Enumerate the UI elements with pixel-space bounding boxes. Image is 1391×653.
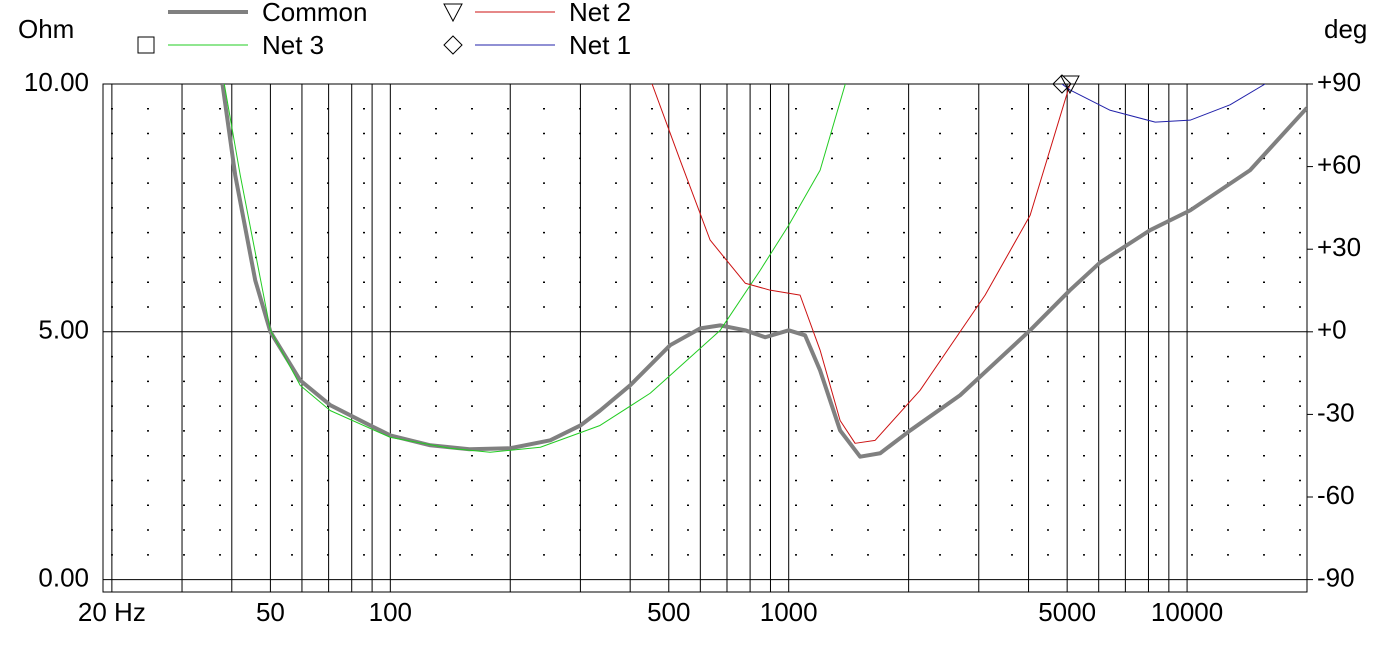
marker [1052,74,1072,94]
x-tick-label: 100 [369,597,412,627]
y2-tick-label: +30 [1317,232,1361,262]
legend-marker [443,35,463,55]
y2-tick-label: -60 [1317,480,1355,510]
x-tick-label: 5000 [1038,597,1096,627]
y2-tick-label: +60 [1317,149,1361,179]
x-tick-label: 1000 [760,597,818,627]
y2-tick-label: -30 [1317,397,1355,427]
marker [1060,75,1080,95]
series-line [220,84,1307,459]
y2-tick-label: +0 [1317,315,1347,345]
legend-marker [137,36,155,54]
y2-axis-label: deg [1324,14,1367,44]
y2-tick-label: -90 [1317,562,1355,592]
legend-label: Net 1 [569,30,631,60]
series-line [651,84,1071,444]
x-tick-label: 50 [256,597,285,627]
x-tick-label: 500 [647,597,690,627]
legend-label: Common [262,0,367,27]
legend-label: Net 2 [569,0,631,27]
y-axis-label: Ohm [18,14,74,44]
series-line [223,84,846,453]
y-tick-label: 10.00 [24,67,89,97]
y2-tick-label: +90 [1317,67,1361,97]
y-tick-label: 5.00 [38,315,89,345]
y-tick-label: 0.00 [38,562,89,592]
legend-marker [443,3,463,23]
plot-frame [102,83,1308,593]
x-tick-label: 10000 [1151,597,1223,627]
x-tick-label: 20 Hz [78,597,146,627]
plot-area [220,84,1307,459]
series-line [1061,84,1266,123]
legend-label: Net 3 [262,30,324,60]
